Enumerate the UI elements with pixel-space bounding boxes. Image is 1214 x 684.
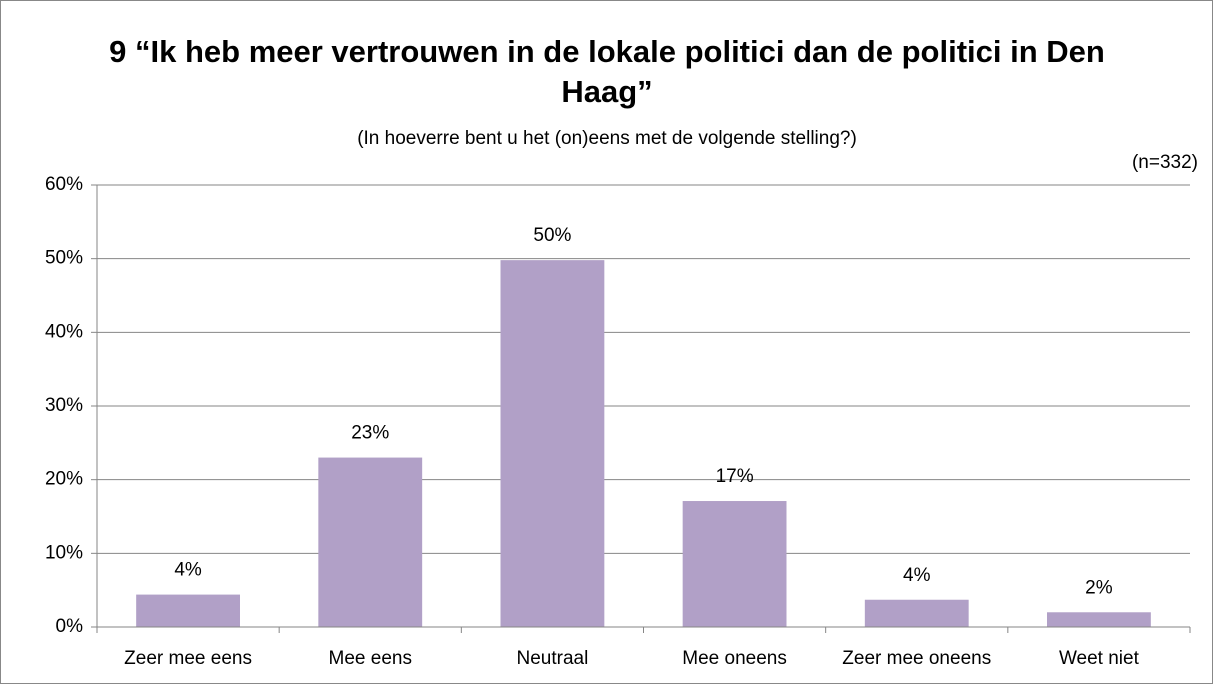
x-tick-label: Neutraal — [517, 648, 589, 669]
y-tick-label: 0% — [56, 616, 84, 637]
bar — [500, 260, 605, 627]
value-label: 4% — [903, 565, 931, 586]
value-label: 4% — [174, 560, 202, 581]
x-tick-label: Zeer mee oneens — [842, 648, 991, 669]
y-tick-label: 20% — [45, 469, 83, 490]
x-tick-label: Mee oneens — [682, 648, 787, 669]
value-label: 23% — [351, 423, 389, 444]
value-label: 17% — [716, 466, 754, 487]
bar — [682, 501, 787, 627]
bar — [318, 457, 423, 627]
x-tick-label: Mee eens — [329, 648, 412, 669]
chart-subtitle: (In hoeverre bent u het (on)eens met de … — [357, 128, 857, 149]
value-label: 50% — [533, 225, 571, 246]
x-tick-label: Weet niet — [1059, 648, 1140, 669]
y-tick-label: 60% — [45, 174, 83, 195]
x-tick-label: Zeer mee eens — [124, 648, 252, 669]
y-tick-label: 50% — [45, 248, 83, 269]
value-label: 2% — [1085, 577, 1113, 598]
bar — [136, 594, 241, 627]
y-tick-label: 10% — [45, 542, 83, 563]
y-tick-label: 40% — [45, 321, 83, 342]
chart-title: 9 “Ik heb meer vertrouwen in de lokale p… — [109, 34, 1105, 109]
y-tick-label: 30% — [45, 395, 83, 416]
bar — [864, 599, 969, 627]
chart-note: (n=332) — [1132, 152, 1198, 173]
bar — [1046, 612, 1151, 627]
